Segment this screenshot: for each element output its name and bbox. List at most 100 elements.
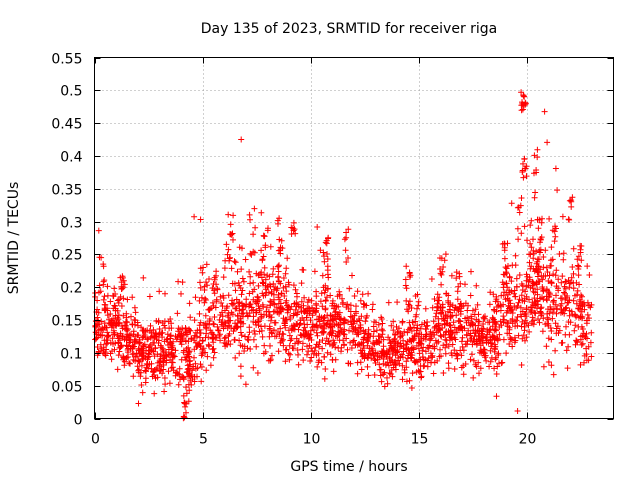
data-point: [559, 309, 566, 316]
data-point: [187, 314, 194, 321]
data-point: [151, 353, 158, 360]
data-point: [142, 379, 149, 386]
data-point: [329, 328, 336, 334]
data-point: [360, 339, 367, 346]
data-point: [151, 334, 158, 341]
data-point: [246, 290, 253, 297]
data-point: [478, 325, 485, 332]
data-point: [246, 324, 253, 331]
data-point: [231, 258, 238, 265]
data-point: [488, 343, 495, 350]
data-point: [110, 293, 117, 300]
data-point: [322, 306, 329, 313]
data-point: [380, 360, 387, 367]
data-point: [437, 266, 443, 272]
data-point: [131, 316, 138, 323]
data-point: [499, 359, 506, 366]
data-point: [263, 308, 270, 315]
data-point: [181, 414, 188, 421]
data-point: [288, 327, 295, 334]
data-point: [107, 311, 114, 317]
data-point: [540, 272, 547, 279]
data-point: [325, 338, 332, 345]
data-point: [282, 270, 289, 277]
data-point: [260, 280, 266, 287]
data-point: [390, 327, 397, 334]
data-point: [196, 322, 203, 329]
data-point: [503, 319, 509, 326]
data-point: [478, 348, 485, 355]
data-point: [165, 346, 172, 353]
data-point: [400, 337, 407, 344]
data-point: [534, 286, 541, 293]
data-point: [147, 322, 154, 329]
data-point: [268, 329, 275, 336]
data-point: [140, 274, 147, 281]
data-point: [324, 349, 331, 356]
data-point: [202, 312, 209, 319]
data-point: [583, 357, 590, 364]
data-point: [164, 331, 171, 338]
data-point: [545, 322, 552, 329]
data-point: [159, 320, 166, 326]
data-point: [379, 320, 386, 327]
data-point: [568, 308, 575, 315]
data-point: [210, 339, 217, 346]
data-point: [585, 343, 592, 350]
data-point: [410, 345, 416, 352]
data-point: [130, 373, 137, 380]
data-point: [389, 351, 396, 357]
data-point: [570, 270, 577, 277]
data-point: [480, 314, 487, 321]
data-point: [586, 315, 592, 322]
data-point: [531, 309, 538, 316]
data-point: [307, 317, 314, 324]
data-point: [344, 346, 351, 353]
data-point: [530, 250, 537, 257]
data-point: [308, 337, 315, 343]
data-point: [325, 235, 331, 242]
data-point: [224, 251, 231, 258]
data-point: [459, 334, 466, 341]
data-point: [94, 321, 101, 328]
data-point: [336, 329, 343, 336]
data-point: [543, 343, 550, 350]
data-point: [543, 264, 550, 271]
data-point: [260, 292, 267, 299]
data-point: [252, 224, 259, 231]
data-point: [568, 203, 575, 210]
data-point: [129, 321, 136, 328]
data-point: [145, 344, 152, 351]
data-point: [534, 216, 541, 223]
data-point: [531, 194, 538, 201]
data-point: [217, 337, 224, 344]
data-point: [577, 246, 584, 253]
data-point: [587, 304, 594, 311]
data-point: [462, 281, 468, 288]
data-point: [159, 345, 166, 352]
data-point: [467, 356, 474, 363]
data-point: [287, 306, 294, 313]
data-point: [542, 247, 549, 254]
data-point: [311, 308, 318, 314]
plot-frame: [94, 57, 614, 419]
data-point: [518, 323, 525, 330]
data-point: [202, 297, 209, 303]
data-point: [322, 366, 329, 372]
data-point: [307, 358, 314, 364]
data-point: [450, 319, 457, 326]
data-point: [157, 359, 164, 365]
data-point: [427, 337, 434, 344]
data-point: [227, 254, 233, 261]
data-point: [448, 350, 455, 356]
data-point: [508, 278, 515, 285]
data-point: [537, 239, 543, 246]
data-point: [414, 305, 420, 312]
data-point: [309, 312, 316, 319]
data-point: [340, 328, 347, 335]
data-point: [261, 264, 268, 271]
data-point: [274, 263, 281, 270]
data-point: [275, 268, 282, 275]
x-tick-label: 15: [411, 432, 429, 448]
data-point: [500, 336, 507, 343]
